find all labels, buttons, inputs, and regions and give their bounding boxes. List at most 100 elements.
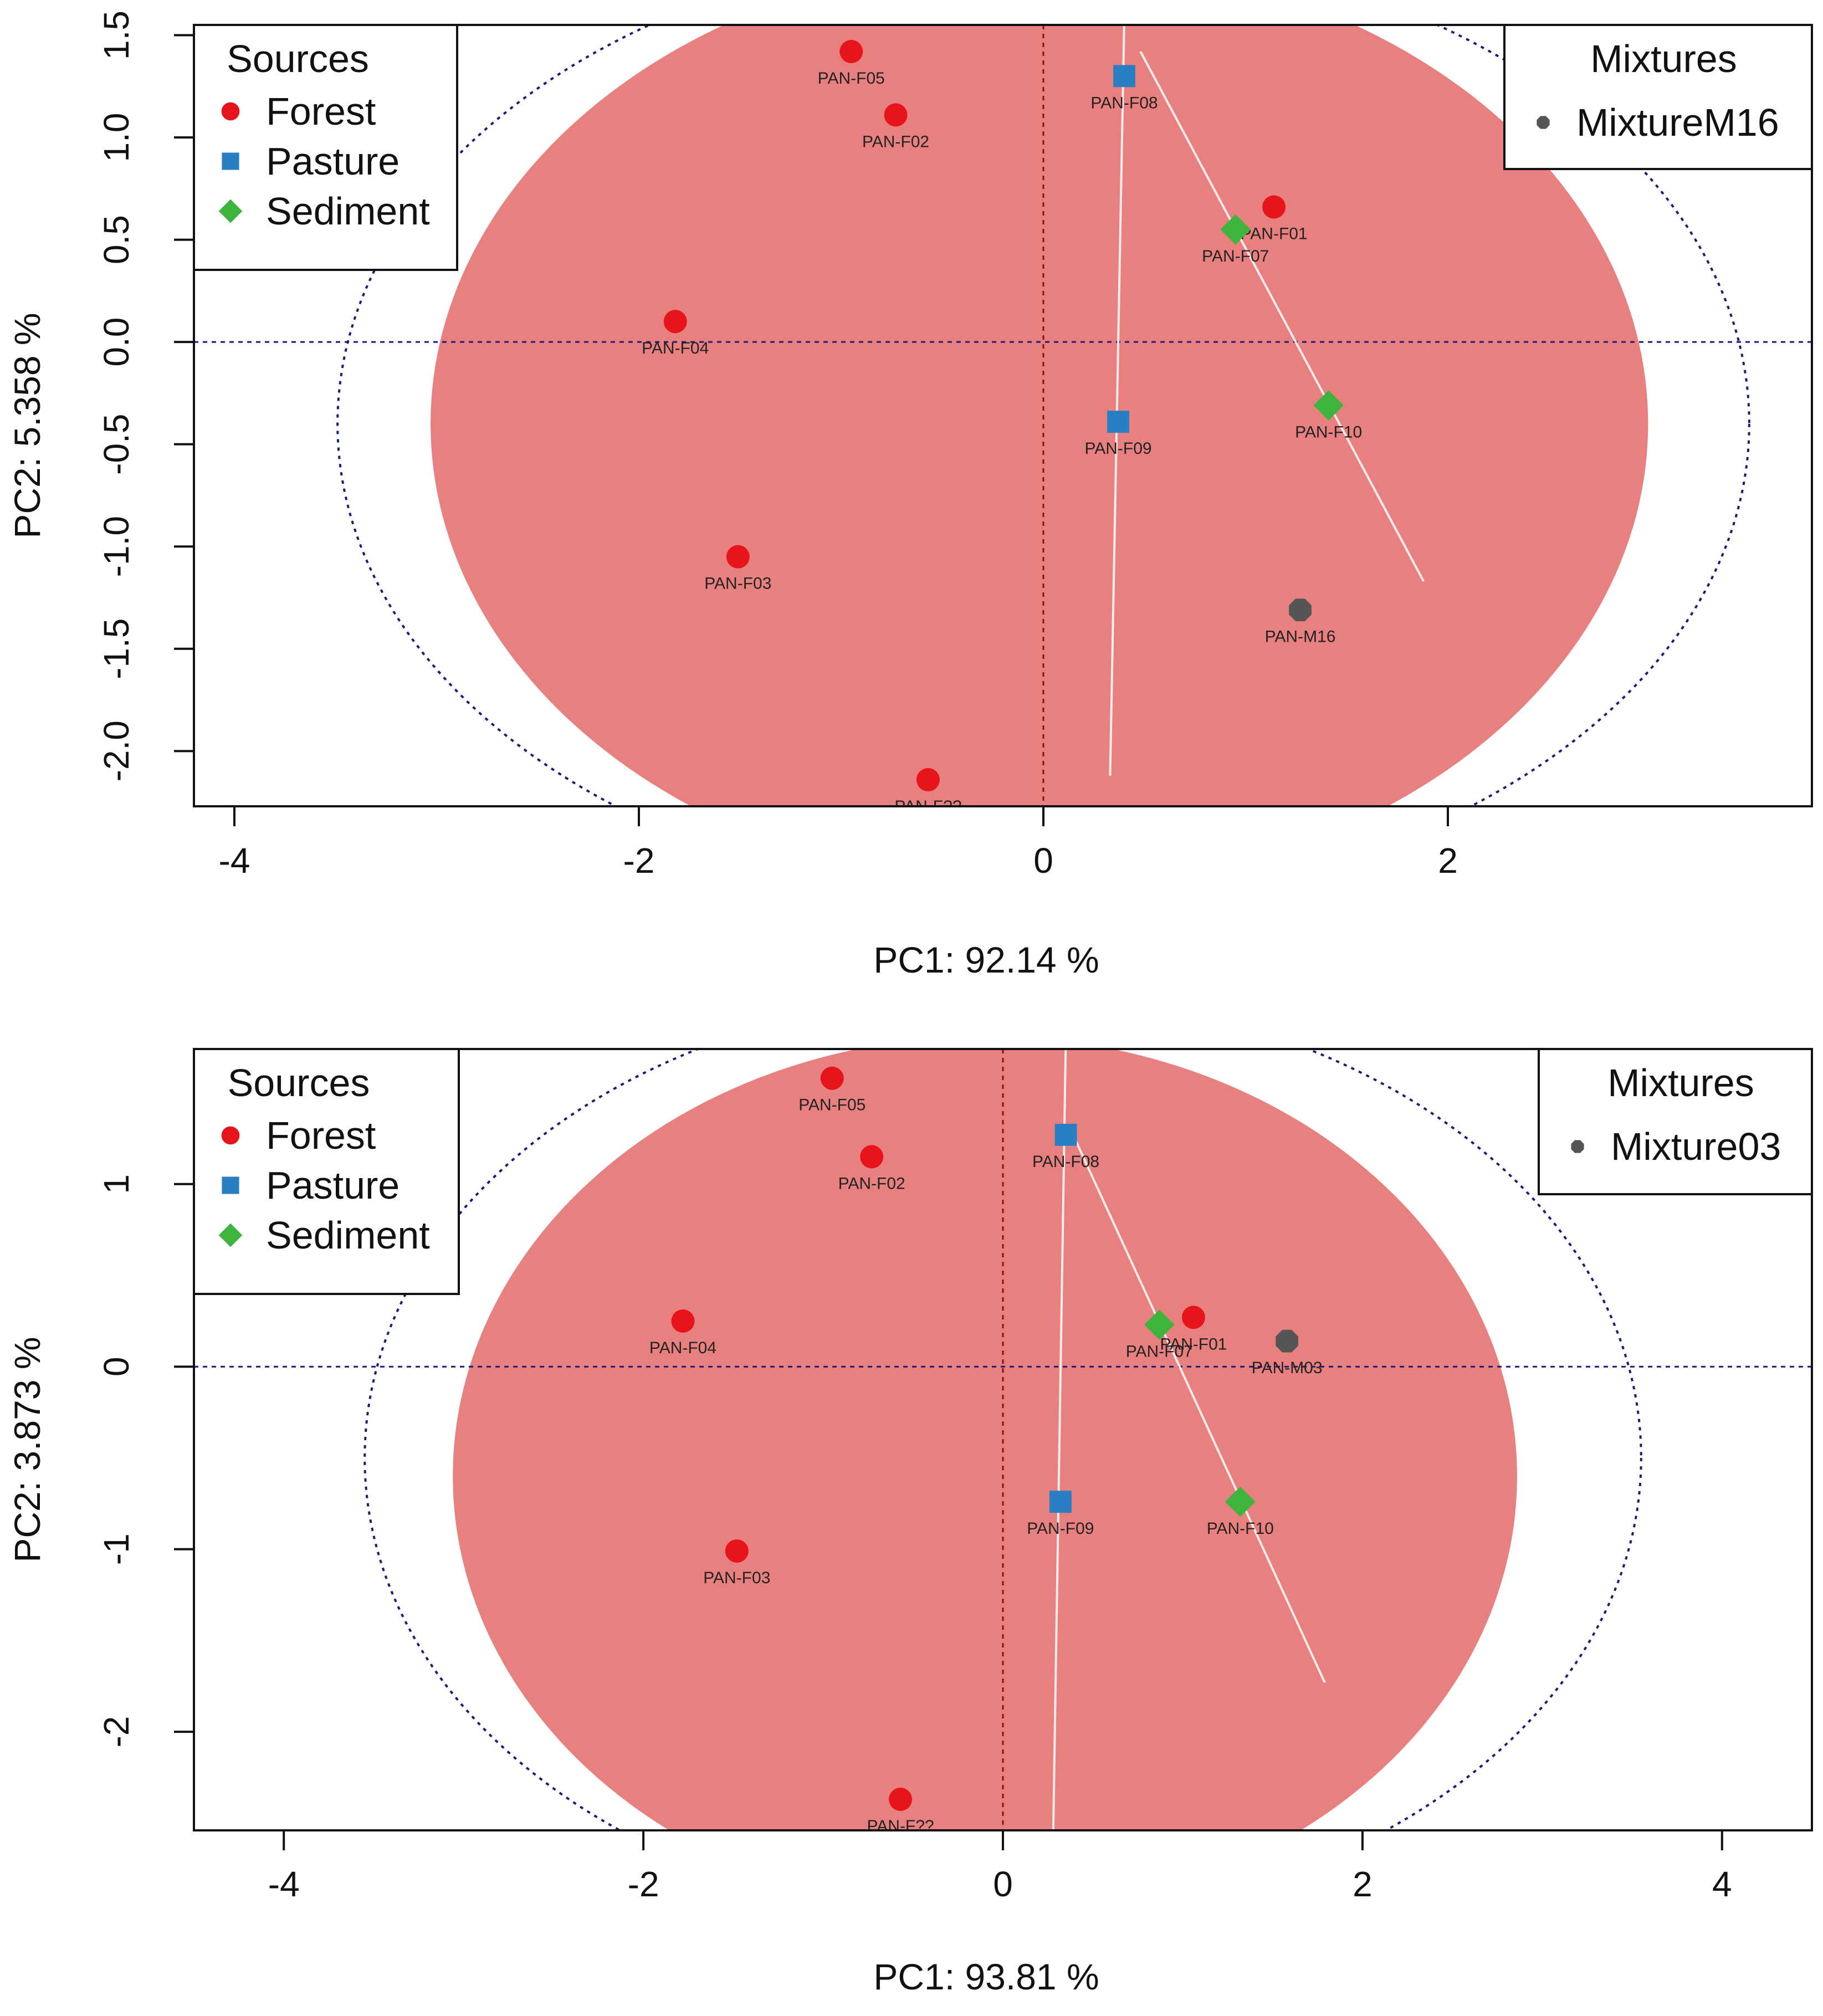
- point-label-5: PAN-F??: [867, 1817, 934, 1835]
- legend-sources-box: [193, 24, 458, 271]
- legend-sources-box: [193, 1048, 460, 1295]
- point-pasture-6: [1113, 65, 1135, 88]
- point-label-4: PAN-F03: [704, 575, 771, 593]
- legend-mixture-symbol: [1537, 116, 1550, 129]
- projection-line-0: [1052, 1049, 1067, 1830]
- legend-forest-label: Forest: [266, 1114, 376, 1157]
- point-label-1: PAN-F02: [862, 132, 929, 151]
- y-tick-label-1: -1.5: [96, 618, 136, 679]
- x-axis-title: PC1: 92.14 %: [873, 939, 1099, 980]
- legend-forest-symbol: [221, 102, 240, 121]
- point-forest-0: [820, 1066, 844, 1090]
- legend-sediment-label: Sediment: [266, 1214, 430, 1257]
- legend-sediment-symbol: [218, 1223, 243, 1247]
- legend-pasture-label: Pasture: [266, 1164, 400, 1207]
- legend-sources-title: Sources: [228, 1061, 370, 1104]
- legend-mixtures: Mixtures Mixture03: [1538, 1048, 1813, 1195]
- x-tick-label-2: 0: [1033, 841, 1053, 881]
- x-tick-label-1: -2: [628, 1864, 659, 1904]
- point-label-7: PAN-F09: [1084, 439, 1151, 458]
- point-label-3: PAN-F04: [642, 339, 709, 357]
- legend-forest-symbol: [221, 1126, 240, 1145]
- point-forest-4: [725, 1539, 749, 1563]
- point-label-9: PAN-F10: [1295, 423, 1362, 442]
- point-label-0: PAN-F05: [818, 69, 885, 88]
- legend-mixtures-title: Mixtures: [1590, 37, 1737, 80]
- point-forest-5: [889, 1787, 913, 1811]
- legend-sediment-symbol: [218, 199, 243, 223]
- point-forest-4: [726, 545, 750, 569]
- legend-forest-label: Forest: [266, 90, 376, 133]
- y-tick-label-1: -1: [96, 1533, 136, 1565]
- point-mixture-10: [1289, 598, 1312, 621]
- point-label-4: PAN-F03: [703, 1569, 770, 1587]
- y-tick-label-3: -0.5: [96, 414, 136, 475]
- x-tick-label-1: -2: [623, 841, 655, 881]
- point-label-6: PAN-F08: [1032, 1153, 1099, 1171]
- point-forest-1: [860, 1145, 884, 1169]
- forest-confidence-ellipse: [453, 1049, 1517, 1830]
- y-tick-label-0: -2: [96, 1716, 136, 1748]
- point-pasture-7: [1049, 1491, 1072, 1513]
- point-label-9: PAN-F10: [1207, 1519, 1274, 1538]
- point-label-10: PAN-M16: [1265, 628, 1336, 646]
- x-tick-label-0: -4: [268, 1864, 300, 1904]
- point-label-2: PAN-F01: [1160, 1335, 1227, 1353]
- x-tick-label-3: 2: [1438, 841, 1458, 881]
- legend-mixture-label: Mixture03: [1611, 1125, 1781, 1168]
- dashed-boundary-circle: [363, 1049, 1642, 1830]
- point-label-3: PAN-F04: [649, 1339, 716, 1357]
- y-tick-label-2: 0: [96, 1357, 136, 1377]
- y-tick-label-0: -2.0: [96, 720, 136, 781]
- point-label-6: PAN-F08: [1090, 94, 1158, 112]
- x-axis-title: PC1: 93.81 %: [873, 1956, 1099, 1997]
- pca-panel-bottom: PAN-F05 PAN-F02 PAN-F01 PAN-F04 PAN-F03 PAN-F…: [7, 1048, 1813, 1997]
- point-forest-2: [1262, 195, 1286, 219]
- point-sediment-9: [1225, 1486, 1256, 1517]
- point-mixture-10: [1276, 1329, 1298, 1353]
- point-label-1: PAN-F02: [838, 1174, 905, 1193]
- projection-line-1: [1139, 51, 1425, 582]
- y-tick-label-6: 1.0: [96, 113, 136, 162]
- point-label-7: PAN-F09: [1027, 1519, 1094, 1538]
- y-tick-label-5: 0.5: [96, 215, 136, 264]
- point-forest-2: [1181, 1306, 1205, 1329]
- point-label-5: PAN-F??: [894, 797, 961, 816]
- legend-mixture-symbol: [1571, 1140, 1584, 1153]
- point-forest-3: [663, 310, 687, 334]
- legend-pasture-symbol: [222, 1176, 239, 1194]
- pca-panel-top: PAN-F05 PAN-F02 PAN-F01 PAN-F04 PAN-F03 PAN-F…: [7, 11, 1813, 980]
- y-tick-label-3: 1: [96, 1174, 136, 1194]
- forest-confidence-ellipse: [431, 25, 1648, 806]
- legend-mixtures-title: Mixtures: [1607, 1061, 1754, 1104]
- projection-line-1: [1072, 1134, 1326, 1683]
- legend-pasture-label: Pasture: [266, 140, 400, 183]
- y-tick-label-4: 0.0: [96, 318, 136, 367]
- point-pasture-7: [1107, 411, 1129, 433]
- x-tick-label-4: 4: [1712, 1864, 1732, 1904]
- point-pasture-6: [1054, 1123, 1077, 1146]
- y-tick-label-2: -1.0: [96, 516, 136, 577]
- point-sediment-9: [1313, 390, 1344, 421]
- legend-mixture-label: MixtureM16: [1576, 101, 1779, 144]
- projection-line-0: [1109, 25, 1125, 776]
- point-sediment-8: [1144, 1309, 1175, 1340]
- point-label-8: PAN-F07: [1126, 1342, 1193, 1360]
- legend-sources-title: Sources: [227, 37, 369, 80]
- y-tick-label-7: 1.5: [96, 11, 136, 60]
- point-sediment-8: [1220, 214, 1251, 245]
- point-forest-3: [671, 1309, 695, 1333]
- legend-pasture-symbol: [222, 152, 239, 170]
- point-label-2: PAN-F01: [1241, 225, 1308, 243]
- legend-sources: Sources Forest Pasture Sediment: [193, 24, 458, 271]
- plot-area: PAN-F05 PAN-F02 PAN-F01 PAN-F04 PAN-F03 PAN-F…: [194, 1049, 1812, 1835]
- x-tick-label-3: 2: [1353, 1864, 1373, 1904]
- point-label-10: PAN-M03: [1252, 1359, 1323, 1377]
- legend-sources: Sources Forest Pasture Sediment: [193, 1048, 460, 1295]
- legend-mixtures-box: [1538, 1048, 1813, 1195]
- point-forest-0: [839, 39, 863, 63]
- dashed-boundary-circle: [336, 25, 1750, 806]
- x-tick-label-0: -4: [219, 841, 250, 881]
- point-label-0: PAN-F05: [798, 1096, 866, 1114]
